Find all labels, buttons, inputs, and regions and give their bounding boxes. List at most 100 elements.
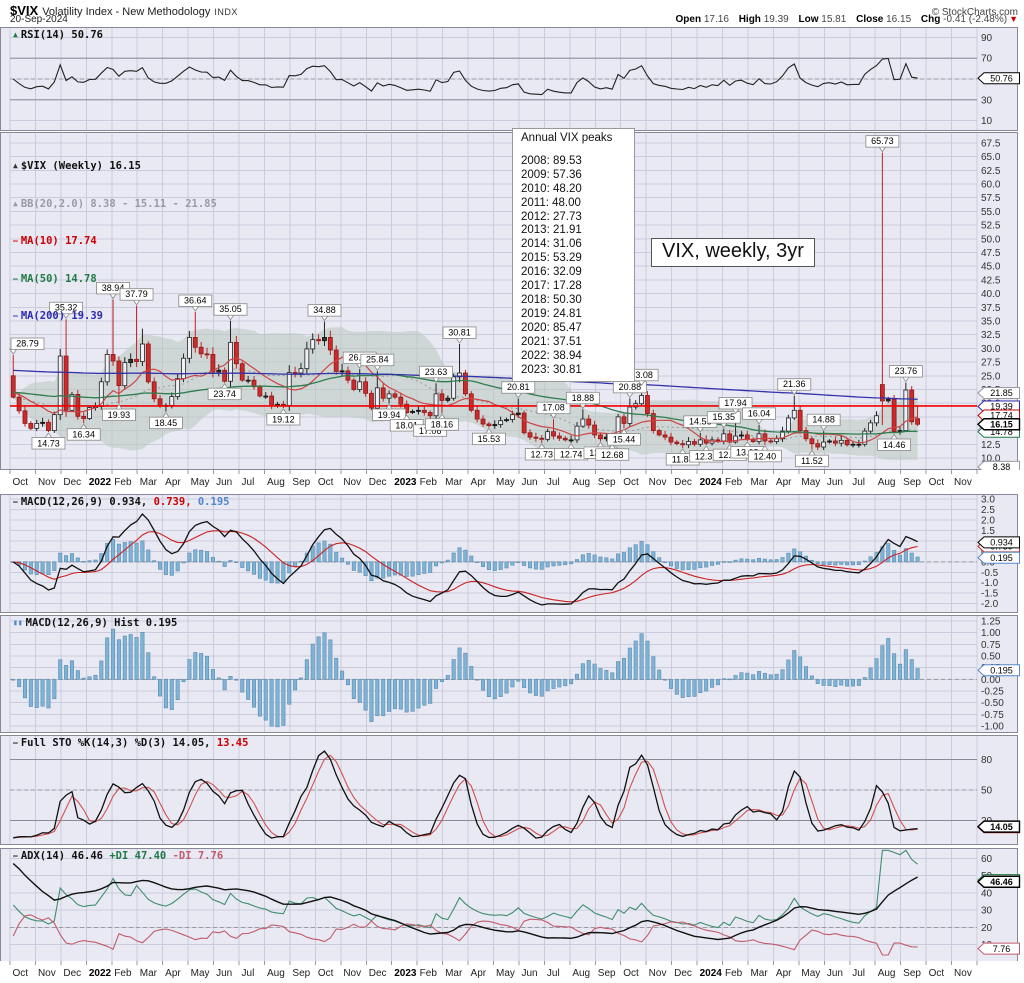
- svg-text:90: 90: [981, 33, 993, 44]
- ticker-symbol: $VIX: [10, 3, 39, 18]
- svg-text:19.39: 19.39: [990, 402, 1013, 412]
- svg-text:Sep: Sep: [292, 477, 310, 488]
- svg-text:70: 70: [981, 54, 993, 65]
- svg-text:2023: 2023: [394, 477, 417, 488]
- svg-text:Apr: Apr: [165, 477, 181, 488]
- svg-text:8.38: 8.38: [993, 462, 1011, 470]
- svg-text:45.0: 45.0: [981, 262, 1001, 273]
- ma10-line: [13, 356, 918, 444]
- axis-marker-0.934: 0.934: [977, 536, 1020, 549]
- svg-text:Jun: Jun: [827, 477, 843, 488]
- svg-text:7.76: 7.76: [993, 944, 1011, 954]
- svg-text:0.00: 0.00: [981, 675, 1001, 686]
- svg-text:16.04: 16.04: [748, 408, 771, 418]
- svg-text:Mar: Mar: [750, 477, 768, 488]
- macd-panel-series: [11, 513, 920, 606]
- svg-text:14.78: 14.78: [990, 427, 1013, 437]
- svg-text:40: 40: [981, 888, 993, 899]
- quote-high-value: 19.39: [763, 14, 789, 25]
- price-callout-23.74: 23.74: [207, 382, 242, 401]
- svg-text:18.45: 18.45: [155, 418, 178, 428]
- macd-legend: — MACD(12,26,9) 0.934, 0.739, 0.195: [13, 496, 230, 508]
- svg-text:38.94: 38.94: [102, 283, 125, 293]
- svg-text:Oct: Oct: [318, 477, 334, 488]
- svg-text:60: 60: [981, 854, 993, 865]
- svg-text:May: May: [801, 968, 820, 979]
- svg-text:35.05: 35.05: [219, 304, 242, 314]
- price-callout-18.16: 18.16: [425, 413, 459, 431]
- svg-text:47.5: 47.5: [981, 248, 1001, 259]
- svg-text:12.68: 12.68: [601, 450, 624, 460]
- annual-peaks-row: 2020: 85.47: [521, 321, 582, 334]
- bb-icon: ▲: [13, 198, 18, 208]
- svg-text:12.73: 12.73: [530, 449, 553, 459]
- svg-text:19.94: 19.94: [378, 410, 401, 420]
- svg-text:0.934: 0.934: [990, 538, 1013, 548]
- svg-text:20.88: 20.88: [619, 382, 642, 392]
- svg-text:30.81: 30.81: [448, 327, 471, 337]
- svg-text:Nov: Nov: [343, 477, 361, 488]
- svg-text:62.5: 62.5: [981, 166, 1001, 177]
- svg-text:Feb: Feb: [114, 477, 132, 488]
- rsi-legend-text: RSI(14) 50.76: [20, 29, 104, 41]
- x-axis-bottom: Oct Nov Dec 2022 Feb Mar Apr May Jun Jul Aug Sep Oct…: [0, 961, 1024, 983]
- svg-text:40.0: 40.0: [981, 289, 1001, 300]
- minus-di-line: [12, 914, 918, 956]
- price-callout-38.94: 38.94: [96, 282, 130, 300]
- adx-line: [12, 862, 918, 941]
- svg-text:Feb: Feb: [725, 477, 743, 488]
- svg-text:15.53: 15.53: [478, 434, 501, 444]
- rsi-legend: ▲ RSI(14) 50.76: [13, 29, 103, 42]
- svg-text:34.88: 34.88: [313, 305, 336, 315]
- annual-peaks-box: Annual VIX peaks 2008: 89.53 2009: 57.36 2…: [512, 128, 635, 383]
- svg-text:10: 10: [981, 116, 993, 127]
- svg-text:Sep: Sep: [598, 968, 616, 979]
- svg-text:14.58: 14.58: [689, 416, 712, 426]
- svg-text:18.88: 18.88: [572, 393, 595, 403]
- svg-text:Dec: Dec: [63, 477, 81, 488]
- svg-text:50.0: 50.0: [981, 234, 1001, 245]
- price-callout-19.94: 19.94: [372, 403, 406, 421]
- svg-text:17.08: 17.08: [542, 403, 565, 413]
- svg-text:30.0: 30.0: [981, 344, 1001, 355]
- svg-text:14.73: 14.73: [37, 439, 60, 449]
- svg-text:11.81: 11.81: [672, 455, 694, 465]
- svg-text:May: May: [801, 477, 820, 488]
- price-callout-34.88: 34.88: [307, 304, 342, 322]
- adx-panel: 60504030201047.4046.467.76: [0, 848, 1021, 962]
- ma10-line-icon: —: [13, 236, 18, 245]
- svg-text:23.63: 23.63: [425, 367, 448, 377]
- axis-marker-0.195: 0.195: [977, 551, 1020, 564]
- price-callout-16.04: 16.04: [742, 407, 776, 425]
- svg-text:May: May: [191, 968, 210, 979]
- svg-text:Oct: Oct: [929, 477, 945, 488]
- svg-text:50.76: 50.76: [990, 73, 1013, 83]
- axis-marker-50.76: 50.76: [977, 72, 1020, 85]
- svg-text:32.5: 32.5: [981, 330, 1001, 341]
- stoch-line-icon: —: [13, 738, 18, 747]
- svg-text:Feb: Feb: [725, 968, 743, 979]
- price-callout-23.63: 23.63: [419, 365, 453, 383]
- svg-text:Mar: Mar: [445, 477, 463, 488]
- adx-legend: — ADX(14) 46.46 +DI 47.40 -DI 7.76: [13, 850, 224, 862]
- svg-text:Jun: Jun: [216, 968, 232, 979]
- svg-text:19.12: 19.12: [272, 414, 295, 424]
- annual-peaks-row: 2018: 50.30: [521, 293, 582, 306]
- axis-marker-0.195: 0.195: [977, 664, 1020, 677]
- plus-di-line: [12, 849, 918, 929]
- price-callout-35.05: 35.05: [213, 303, 248, 321]
- svg-text:30: 30: [981, 906, 993, 917]
- svg-text:Nov: Nov: [954, 477, 972, 488]
- price-callout-15.53: 15.53: [472, 427, 506, 446]
- svg-text:60.0: 60.0: [981, 180, 1001, 191]
- svg-text:11.52: 11.52: [801, 456, 823, 466]
- svg-text:65.0: 65.0: [981, 152, 1001, 163]
- svg-text:Jun: Jun: [521, 968, 537, 979]
- svg-text:-0.5: -0.5: [981, 568, 999, 579]
- macd-hist-legend: ▮▮ MACD(12,26,9) Hist 0.195: [13, 617, 178, 629]
- price-callout-11.52: 11.52: [794, 449, 829, 468]
- svg-text:Mar: Mar: [750, 968, 768, 979]
- svg-text:Dec: Dec: [369, 968, 387, 979]
- price-legend-ma200: — MA(200) 19.39: [13, 310, 104, 322]
- svg-text:67.5: 67.5: [981, 138, 1001, 149]
